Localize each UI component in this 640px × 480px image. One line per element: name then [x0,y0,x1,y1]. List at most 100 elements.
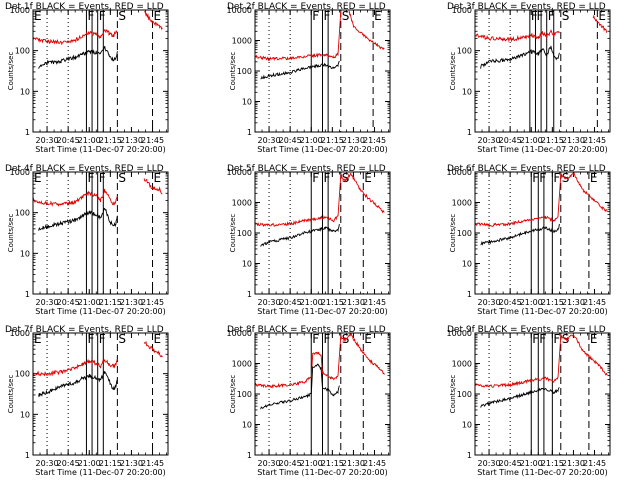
series-line-events [260,60,340,80]
plot-frame [32,332,169,456]
x-tick-label: 20:30 [36,459,59,468]
x-axis-label: Start Time (11-Dec-07 20:20:00) [477,307,608,316]
plot-frame [254,332,391,456]
detector-panel-5: Det 5f BLACK = Events, RED = LLD 1 10 100 10… [227,164,391,316]
x-axis-label: Start Time (11-Dec-07 20:20:00) [35,307,166,316]
x-tick-label: 21:15 [99,136,122,145]
series-line-lld [32,178,163,207]
y-tick-label: 1 [25,290,30,299]
marker-letter: S [118,332,126,346]
x-axis-label: Start Time (11-Dec-07 20:20:00) [35,468,166,477]
y-tick-label: 10 [20,410,30,419]
series-line-lld [254,333,385,389]
y-tick-label: 10000 [227,168,252,177]
x-tick-label: 21:30 [342,298,365,307]
y-axis-label: Counts/sec [229,375,237,414]
x-tick-label: 21:30 [120,459,143,468]
x-tick-label: 20:45 [57,459,80,468]
plot-frame [474,171,611,295]
y-tick-label: 1000 [232,360,252,369]
y-tick-label: 10 [462,87,472,96]
x-tick-label: 20:30 [478,298,501,307]
series-line-events [38,207,118,231]
x-tick-label: 21:45 [583,459,606,468]
marker-letter: F [324,171,331,185]
y-tick-label: 1 [25,451,30,460]
y-tick-label: 100 [457,390,472,399]
y-tick-label: 1 [467,290,472,299]
marker-letter: S [342,171,350,185]
x-tick-label: 21:30 [342,459,365,468]
marker-letter: E [154,171,162,185]
marker-letter: F [87,332,94,346]
x-axis-label: Start Time (11-Dec-07 20:20:00) [477,145,608,154]
y-tick-label: 1000 [452,6,472,15]
panel-title: Det 5f BLACK = Events, RED = LLD [227,164,386,174]
x-tick-label: 21:45 [141,136,164,145]
panel-title: Det 9f BLACK = Events, RED = LLD [447,325,606,335]
detector-panel-3: Det 3f BLACK = Events, RED = LLD 1 10 100 10… [447,2,611,154]
series-line-lld [474,333,608,388]
y-tick-label: 1000 [232,199,252,208]
y-tick-label: 100 [237,229,252,238]
x-tick-label: 21:30 [120,298,143,307]
marker-letter: F [532,332,539,346]
y-tick-label: 10000 [227,329,252,338]
x-tick-label: 21:00 [300,298,323,307]
marker-letter: E [590,332,598,346]
x-tick-label: 21:30 [562,459,585,468]
series-line-events [260,223,340,247]
detector-panel-8: Det 8f BLACK = Events, RED = LLD 1 10 100 10… [227,325,391,477]
x-tick-label: 21:45 [583,298,606,307]
marker-letter: E [34,9,42,23]
x-tick-label: 20:45 [499,298,522,307]
marker-letter: F [532,171,539,185]
y-tick-label: 1 [247,290,252,299]
x-tick-label: 21:00 [78,298,101,307]
y-tick-label: 10000 [447,329,472,338]
x-tick-label: 20:45 [279,459,302,468]
x-tick-label: 21:15 [321,459,344,468]
marker-letter: F [539,171,546,185]
x-tick-label: 21:45 [141,298,164,307]
marker-letter: F [99,9,106,23]
x-tick-label: 21:45 [363,298,386,307]
x-axis-label: Start Time (11-Dec-07 20:20:00) [257,468,388,477]
marker-letter: E [364,332,372,346]
y-tick-label: 1 [25,128,30,137]
y-axis-label: Counts/sec [229,52,237,91]
x-tick-label: 20:30 [478,459,501,468]
detector-panel-1: Det 1f BLACK = Events, RED = LLD 1 10 100 10… [5,2,169,154]
panel-title: Det 4f BLACK = Events, RED = LLD [5,164,164,174]
x-tick-label: 21:30 [342,136,365,145]
y-tick-label: 100 [15,370,30,379]
marker-letter: S [562,9,570,23]
marker-letter: E [374,9,382,23]
marker-letter: F [312,332,319,346]
series-line-lld [254,10,385,61]
y-tick-label: 100 [457,229,472,238]
y-tick-label: 10 [462,421,472,430]
x-tick-label: 21:00 [520,136,543,145]
y-tick-label: 1000 [452,199,472,208]
y-axis-label: Counts/sec [7,375,15,414]
plot-frame [474,9,611,133]
x-tick-label: 21:45 [141,459,164,468]
detector-panel-4: Det 4f BLACK = Events, RED = LLD 1 10 100 10… [5,164,169,316]
x-tick-label: 20:30 [36,136,59,145]
y-axis-label: Counts/sec [449,375,457,414]
y-tick-label: 100 [15,209,30,218]
x-tick-label: 21:30 [120,136,143,145]
marker-letter: F [312,9,319,23]
x-tick-label: 21:15 [321,298,344,307]
x-axis-label: Start Time (11-Dec-07 20:20:00) [35,145,166,154]
panel-title: Det 3f BLACK = Events, RED = LLD [447,2,606,12]
x-tick-label: 20:30 [258,459,281,468]
x-tick-label: 21:00 [78,459,101,468]
marker-letter: S [342,9,350,23]
marker-letter: F [531,9,538,23]
y-tick-label: 10 [242,260,252,269]
panel-title: Det 8f BLACK = Events, RED = LLD [227,325,386,335]
x-tick-label: 20:45 [57,298,80,307]
series-line-lld [474,171,608,229]
